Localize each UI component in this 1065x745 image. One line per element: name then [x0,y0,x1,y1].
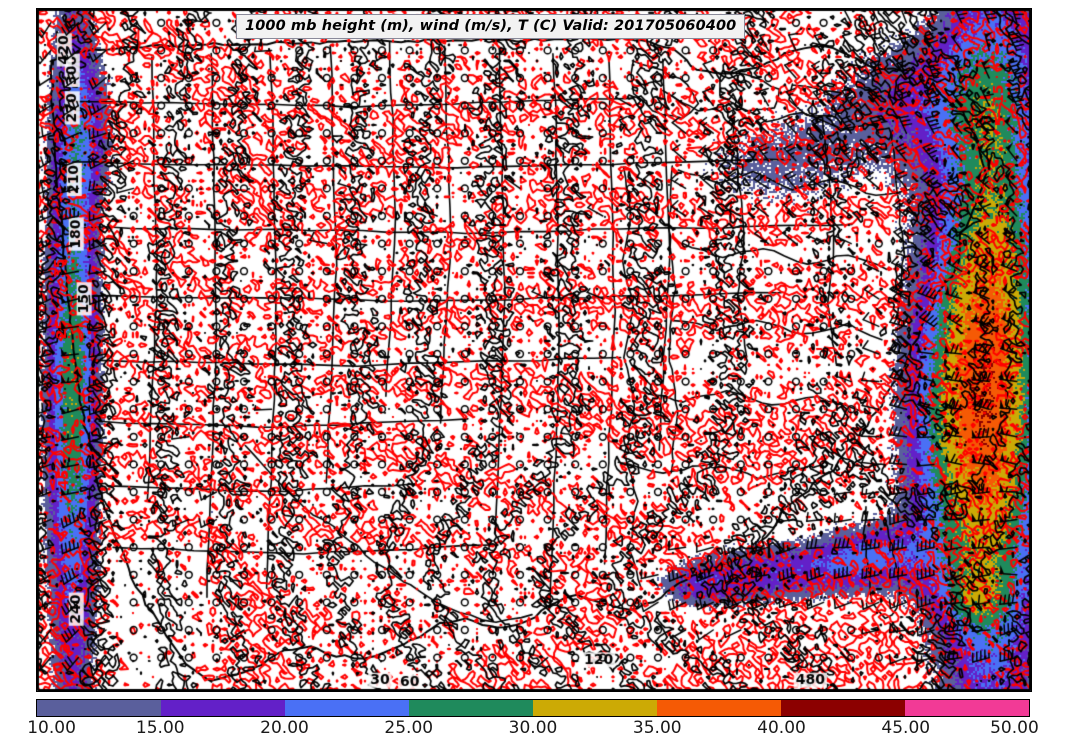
colorbar-tick-35-00: 35.00 [632,718,682,738]
colorbar-segment-4 [409,700,533,716]
colorbar-tick-labels: 10.00 15.00 20.00 25.00 30.00 35.00 40.00 45.00… [0,718,1065,742]
colorbar-tick-15-00: 15.00 [135,718,185,738]
colorbar-tick-30-00: 30.00 [508,718,558,738]
colorbar [36,699,1030,717]
map-plot-canvas [37,9,1031,691]
plot-title: 1000 mb height (m), wind (m/s), T (C) Va… [236,14,746,39]
colorbar-segments [36,699,1030,717]
colorbar-segment-1 [37,700,161,716]
colorbar-segment-8 [905,700,1029,716]
colorbar-segment-2 [161,700,285,716]
colorbar-tick-50-00: 50.00 [990,718,1039,738]
colorbar-tick-40-00: 40.00 [757,718,806,738]
colorbar-tick-10-00: 10.00 [27,718,76,738]
colorbar-segment-5 [533,700,657,716]
colorbar-segment-7 [781,700,905,716]
colorbar-tick-20-00: 20.00 [260,718,309,738]
colorbar-segment-3 [285,700,409,716]
colorbar-tick-45-00: 45.00 [881,718,931,738]
colorbar-tick-25-00: 25.00 [384,718,434,738]
colorbar-segment-6 [657,700,781,716]
map-panel [36,8,1032,692]
